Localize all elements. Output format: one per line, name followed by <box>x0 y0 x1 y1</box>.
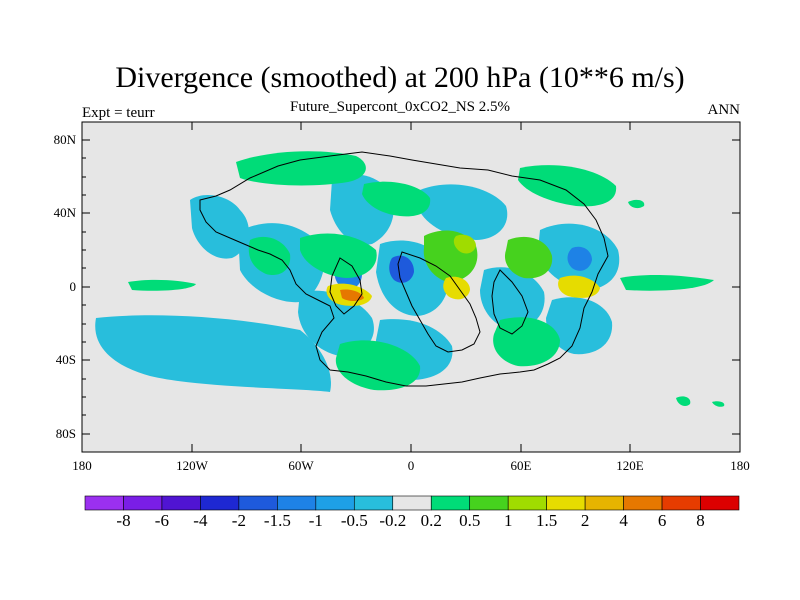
colorbar <box>84 495 740 511</box>
field-region-indian-blue <box>480 267 545 330</box>
field-region-deep-blue-3 <box>567 246 592 271</box>
lat-label-0: 0 <box>69 279 77 294</box>
colorbar-swatch <box>123 495 163 511</box>
field-region-green-small-1 <box>676 396 691 406</box>
field-region-yellow-2 <box>443 276 470 300</box>
plot-subtitle: Future_Supercont_0xCO2_NS 2.5% <box>290 99 510 115</box>
colorbar-label: -1 <box>308 511 323 530</box>
colorbar-swatch <box>546 495 586 511</box>
plot-title: Divergence (smoothed) at 200 hPa (10**6 … <box>115 61 685 94</box>
field-region-southeast-green <box>493 317 560 367</box>
field-region-asia-green <box>504 236 553 279</box>
colorbar-label: -6 <box>154 511 169 530</box>
colorbar-swatch <box>84 495 124 511</box>
field-region-eq-green <box>128 279 196 291</box>
lat-label-80s: 80S <box>55 426 76 441</box>
continent-outline <box>199 151 609 387</box>
field-region-pacific-east-blue <box>546 297 613 355</box>
colorbar-swatch <box>161 495 201 511</box>
colorbar-label: -8 <box>116 511 131 530</box>
experiment-label: Expt = teurr <box>82 105 155 121</box>
field-region-south-green <box>335 340 421 391</box>
colorbar-label: 1.5 <box>535 511 558 530</box>
colorbar-swatch <box>353 495 394 511</box>
colorbar-swatch <box>392 495 432 511</box>
field-region-eq-east-green <box>620 274 714 291</box>
lat-label-40n: 40N <box>53 205 76 220</box>
colorbar-swatch <box>200 495 240 511</box>
field-region-east-green <box>518 165 617 207</box>
colorbar-label: 6 <box>657 511 667 530</box>
season-label: ANN <box>707 102 741 118</box>
field-region-green-small-3 <box>628 199 645 209</box>
colorbar-swatch <box>584 495 624 511</box>
field-region-yellow-3 <box>453 234 476 254</box>
field-region-subtropic-blue <box>190 195 249 259</box>
field-region-green-small-2 <box>712 401 725 407</box>
colorbar-label: 0.2 <box>420 511 442 530</box>
field-region-yellow-4 <box>558 275 600 298</box>
colorbar-label: -0.2 <box>379 511 407 530</box>
field-region-eurasia-blue <box>418 184 508 240</box>
colorbar-label: 0.5 <box>459 511 481 530</box>
lat-label-40s: 40S <box>55 352 76 367</box>
field-region-arctic-green <box>236 151 366 186</box>
field-region-north-atlantic-green <box>362 181 431 217</box>
lon-label-180w: 180 <box>72 458 92 473</box>
colorbar-swatch <box>430 495 471 511</box>
lon-label-0: 0 <box>407 458 415 473</box>
lon-label-60w: 60W <box>288 458 314 473</box>
lon-label-180e: 180 <box>730 458 750 473</box>
field-region-orange-1 <box>340 289 364 301</box>
field-region-mid-green <box>248 236 291 276</box>
colorbar-swatch <box>315 495 355 511</box>
colorbar-label: -2 <box>231 511 246 530</box>
colorbar-label: 8 <box>696 511 705 530</box>
colorbar-swatch <box>661 495 701 511</box>
lon-label-120e: 120E <box>616 458 644 473</box>
colorbar-swatch <box>700 495 740 511</box>
divergence-field <box>95 151 725 407</box>
colorbar-label: 4 <box>619 511 628 530</box>
colorbar-swatch <box>277 495 317 511</box>
lat-label-80n: 80N <box>53 132 76 147</box>
lon-ticks <box>81 122 741 452</box>
colorbar-swatch <box>238 495 278 511</box>
field-region-deep-blue-2 <box>389 255 414 283</box>
field-region-pacific-blue <box>95 315 331 392</box>
colorbar-swatch <box>507 495 547 511</box>
colorbar-label: 2 <box>580 511 590 530</box>
field-region-central-blue <box>298 290 374 356</box>
lon-label-60e: 60E <box>510 458 532 473</box>
lat-ticks <box>82 139 740 435</box>
field-region-trop-green <box>300 233 377 278</box>
colorbar-swatch <box>469 495 509 511</box>
lon-label-120w: 120W <box>176 458 208 473</box>
colorbar-swatch <box>623 495 663 511</box>
colorbar-label: -0.5 <box>340 511 368 530</box>
colorbar-label: 1 <box>503 511 513 530</box>
colorbar-label: -4 <box>193 511 208 530</box>
colorbar-label: -1.5 <box>263 511 291 530</box>
